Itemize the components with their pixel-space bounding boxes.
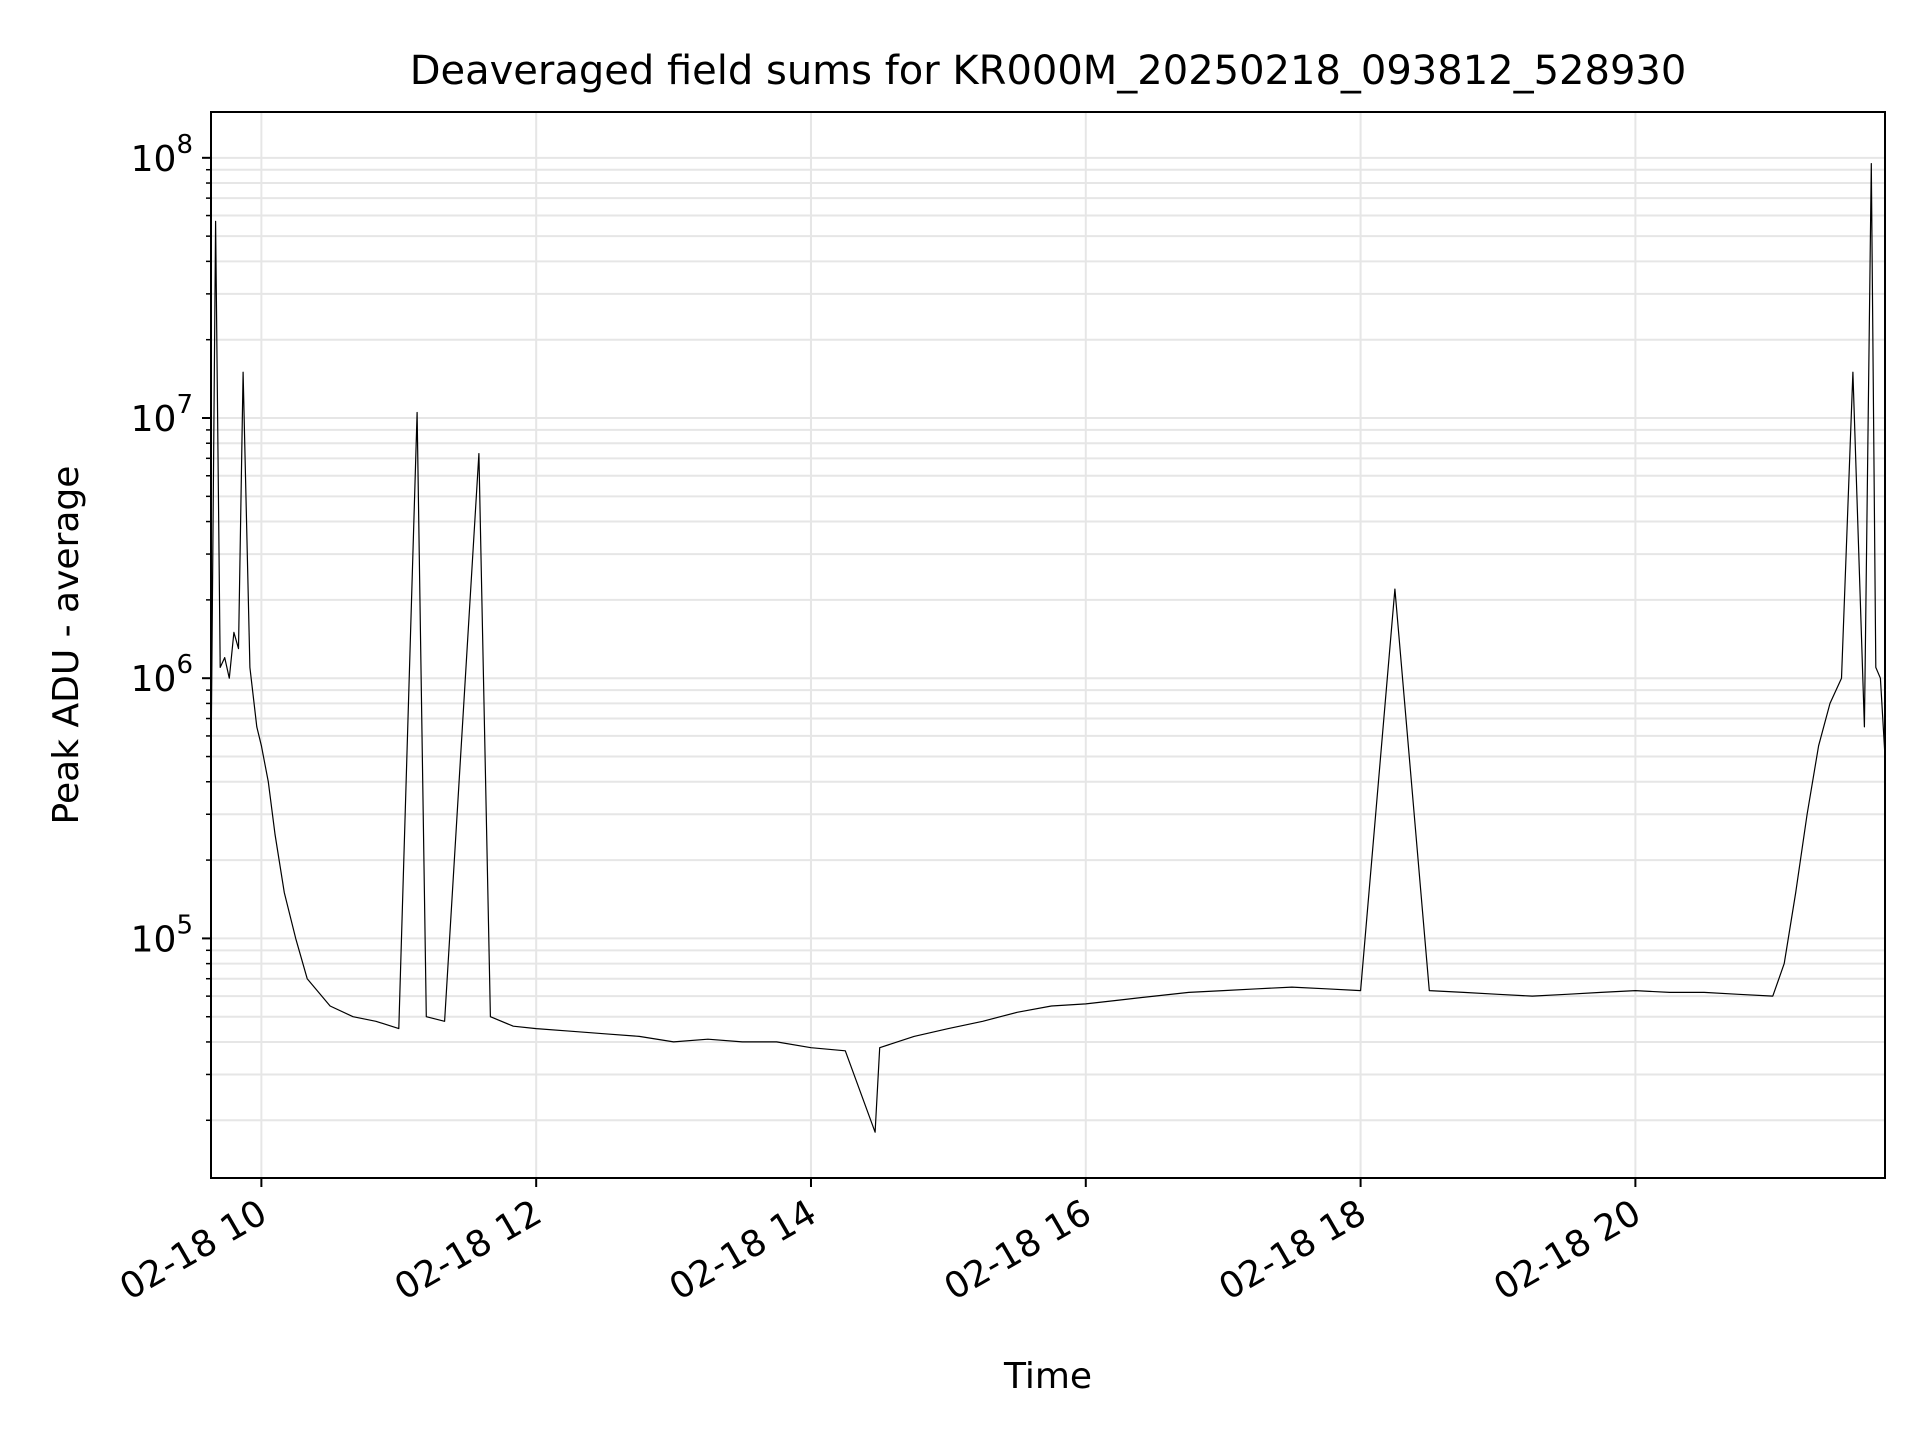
y-tick-exponent: 8 — [176, 130, 193, 160]
y-tick-label: 105 — [131, 910, 193, 960]
y-tick-exponent: 5 — [176, 910, 193, 940]
x-tick-label: 02-18 10 — [113, 1192, 274, 1308]
x-tick-label: 02-18 14 — [663, 1192, 824, 1308]
y-tick-exponent: 7 — [176, 390, 193, 420]
y-tick-base: 10 — [131, 139, 177, 180]
y-tick-exponent: 6 — [176, 650, 193, 680]
y-tick-label: 107 — [131, 390, 193, 440]
grid-layer — [211, 112, 1885, 1178]
y-tick-label: 108 — [131, 130, 193, 180]
x-tick-label: 02-18 16 — [938, 1192, 1099, 1308]
chart-title: Deaveraged field sums for KR000M_2025021… — [410, 48, 1687, 94]
plot-frame — [210, 111, 1886, 1179]
x-axis-label: Time — [1003, 1356, 1092, 1397]
x-tick-label: 02-18 20 — [1487, 1192, 1648, 1308]
x-tick-label: 02-18 12 — [388, 1192, 549, 1308]
y-tick-base: 10 — [131, 399, 177, 440]
x-tick-label: 02-18 18 — [1212, 1192, 1373, 1308]
y-tick-label: 106 — [131, 650, 193, 700]
y-axis-label: Peak ADU - average — [46, 466, 87, 825]
series-line — [210, 163, 1886, 1133]
y-tick-base: 10 — [131, 919, 177, 960]
y-tick-base: 10 — [131, 659, 177, 700]
series-line-layer — [210, 163, 1886, 1133]
